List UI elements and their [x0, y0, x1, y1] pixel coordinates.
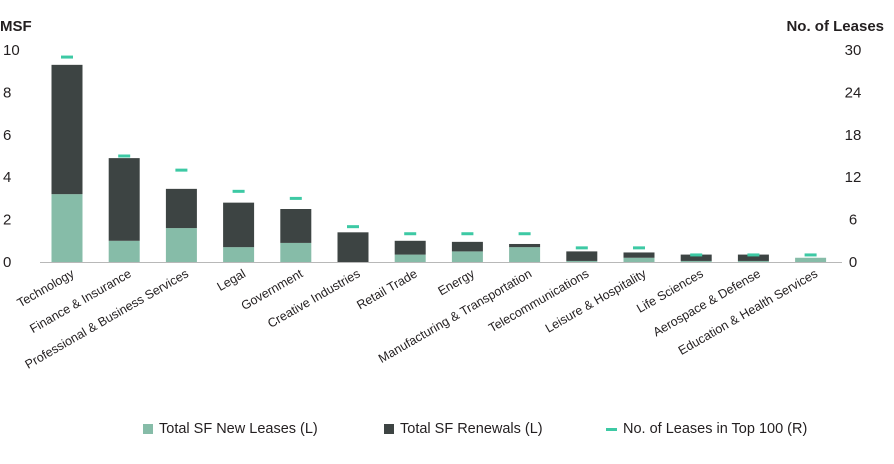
marker-lease-count-manufacturing-and-transportation: [518, 232, 531, 236]
bar-new-leases-retail-trade: [394, 254, 426, 262]
bar-renewals-creative-industries: [337, 232, 369, 262]
right-tick-label: 0: [849, 254, 857, 271]
legend-swatch-renewals: [384, 424, 394, 434]
bar-new-leases-leisure-and-hospitality: [623, 257, 655, 262]
bar-renewals-professional-and-business-services: [165, 188, 197, 229]
bar-renewals-legal: [223, 202, 255, 248]
category-label-telecommunications: Telecommunications: [486, 266, 591, 335]
left-axis-ticks: 0 2 4 6 8 10: [3, 42, 20, 271]
bar-new-leases-education-and-health-services: [795, 257, 827, 262]
bar-new-leases-legal: [223, 247, 255, 262]
marker-lease-count-life-sciences: [690, 253, 703, 257]
bar-renewals-telecommunications: [566, 251, 598, 261]
left-tick-label: 4: [3, 169, 11, 186]
marker-lease-count-telecommunications: [575, 246, 588, 250]
bar-renewals-manufacturing-and-transportation: [509, 243, 541, 248]
bar-renewals-aerospace-and-defense: [737, 254, 769, 261]
legend-item-new-leases: Total SF New Leases (L): [143, 421, 318, 437]
marker-lease-count-education-and-health-services: [804, 253, 817, 257]
legend-swatch-new-leases: [143, 424, 153, 434]
marker-lease-count-aerospace-and-defense: [747, 253, 760, 257]
bar-new-leases-government: [280, 242, 312, 262]
category-label-leisure-and-hospitality: Leisure & Hospitality: [543, 266, 649, 335]
legend-label-new-leases: Total SF New Leases (L): [159, 421, 318, 437]
bar-new-leases-telecommunications: [566, 260, 598, 262]
marker-lease-count-technology: [61, 55, 73, 59]
right-tick-label: 24: [845, 84, 862, 101]
legend: Total SF New Leases (L) Total SF Renewal…: [0, 421, 894, 443]
left-tick-label: 2: [3, 212, 11, 229]
right-axis-ticks: 0 6 12 18 24 30: [845, 42, 862, 271]
bar-renewals-government: [280, 209, 312, 243]
marker-lease-count-government: [289, 196, 302, 200]
bar-new-leases-life-sciences: [680, 260, 712, 262]
legend-label-renewals: Total SF Renewals (L): [400, 421, 543, 437]
markers-layer: [61, 55, 817, 257]
marker-lease-count-retail-trade: [404, 232, 417, 236]
right-axis-title: No. of Leases: [786, 18, 884, 35]
bar-new-leases-aerospace-and-defense: [737, 260, 769, 262]
left-tick-label: 10: [3, 42, 20, 59]
marker-lease-count-legal: [232, 189, 245, 193]
bar-new-leases-finance-and-insurance: [108, 240, 140, 262]
marker-lease-count-finance-and-insurance: [118, 154, 131, 158]
legend-item-renewals: Total SF Renewals (L): [384, 421, 543, 437]
marker-lease-count-creative-industries: [347, 225, 359, 229]
bar-new-leases-manufacturing-and-transportation: [509, 247, 541, 262]
bar-new-leases-professional-and-business-services: [165, 228, 197, 262]
category-label-legal: Legal: [215, 266, 248, 293]
legend-label-lease-count: No. of Leases in Top 100 (R): [623, 421, 808, 437]
bars-layer: [51, 64, 827, 262]
marker-lease-count-energy: [461, 232, 474, 236]
right-tick-label: 18: [845, 127, 862, 144]
right-tick-label: 12: [845, 169, 862, 186]
category-label-energy: Energy: [436, 266, 478, 298]
bar-new-leases-energy: [451, 251, 483, 262]
legend-item-lease-count: No. of Leases in Top 100 (R): [606, 421, 807, 437]
left-axis-title: MSF: [0, 18, 32, 35]
right-tick-label: 6: [849, 212, 857, 229]
left-tick-label: 6: [3, 127, 11, 144]
left-tick-label: 8: [3, 84, 11, 101]
bar-renewals-leisure-and-hospitality: [623, 252, 655, 258]
legend-dash-lease-count: [606, 427, 617, 431]
category-label-retail-trade: Retail Trade: [354, 266, 419, 312]
bar-renewals-technology: [51, 64, 83, 195]
bar-renewals-finance-and-insurance: [108, 158, 140, 241]
bar-renewals-energy: [451, 241, 483, 252]
marker-lease-count-leisure-and-hospitality: [633, 246, 645, 250]
bar-renewals-retail-trade: [394, 240, 426, 255]
bar-renewals-life-sciences: [680, 254, 712, 261]
right-tick-label: 30: [845, 42, 862, 59]
left-tick-label: 0: [3, 254, 11, 271]
marker-lease-count-professional-and-business-services: [175, 168, 188, 172]
bar-new-leases-technology: [51, 194, 83, 262]
